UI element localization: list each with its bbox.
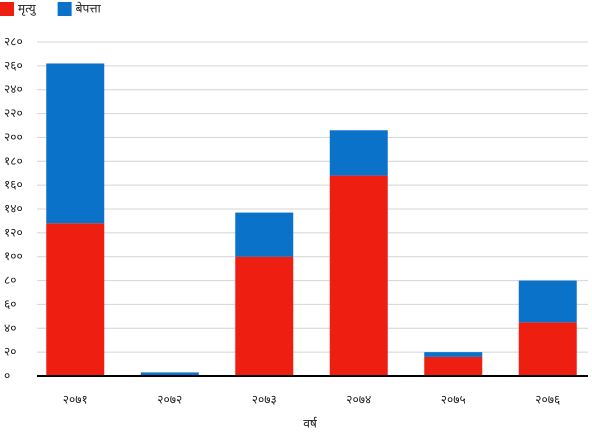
y-tick-label: १६० bbox=[4, 178, 23, 192]
bar-segment bbox=[329, 175, 388, 376]
y-tick-label: १४० bbox=[4, 202, 23, 216]
bar-segment bbox=[235, 212, 294, 257]
y-tick-label: २४० bbox=[4, 82, 23, 96]
y-tick-label: १८० bbox=[4, 154, 23, 168]
y-tick-label: २० bbox=[4, 345, 16, 359]
legend-label: मृत्यु bbox=[18, 2, 37, 17]
bar-segment bbox=[46, 63, 105, 224]
bar-segment bbox=[235, 256, 294, 376]
y-tick-label: १०० bbox=[4, 249, 23, 263]
bar-segment bbox=[46, 223, 105, 376]
x-tick-label: २०७१ bbox=[63, 393, 88, 407]
y-tick-label: ८० bbox=[4, 273, 16, 287]
y-tick-label: २०० bbox=[4, 130, 23, 144]
y-tick-label: ० bbox=[4, 369, 10, 383]
bar-segment bbox=[518, 322, 577, 376]
x-axis-label: वर्ष bbox=[303, 417, 318, 431]
x-tick-label: २०७२ bbox=[157, 393, 182, 407]
x-tick-label: २०७४ bbox=[346, 393, 371, 407]
bar-segment bbox=[424, 352, 483, 357]
bar-segment bbox=[140, 372, 199, 376]
legend-swatch bbox=[57, 2, 72, 16]
y-tick-label: २२० bbox=[4, 106, 23, 120]
y-tick-label: २६० bbox=[4, 58, 23, 72]
bar-segment bbox=[518, 280, 577, 323]
y-tick-label: २८० bbox=[4, 35, 23, 49]
bar-segment bbox=[329, 130, 388, 176]
y-tick-label: ४० bbox=[4, 321, 16, 335]
x-tick-label: २०७६ bbox=[535, 393, 560, 407]
bar-segment bbox=[424, 356, 483, 376]
x-tick-label: २०७५ bbox=[441, 393, 466, 407]
y-tick-label: १२० bbox=[4, 225, 23, 239]
legend-swatch bbox=[0, 2, 14, 16]
legend-label: बेपत्ता bbox=[76, 2, 102, 16]
x-tick-label: २०७३ bbox=[252, 393, 277, 407]
y-tick-label: ६० bbox=[4, 297, 16, 311]
